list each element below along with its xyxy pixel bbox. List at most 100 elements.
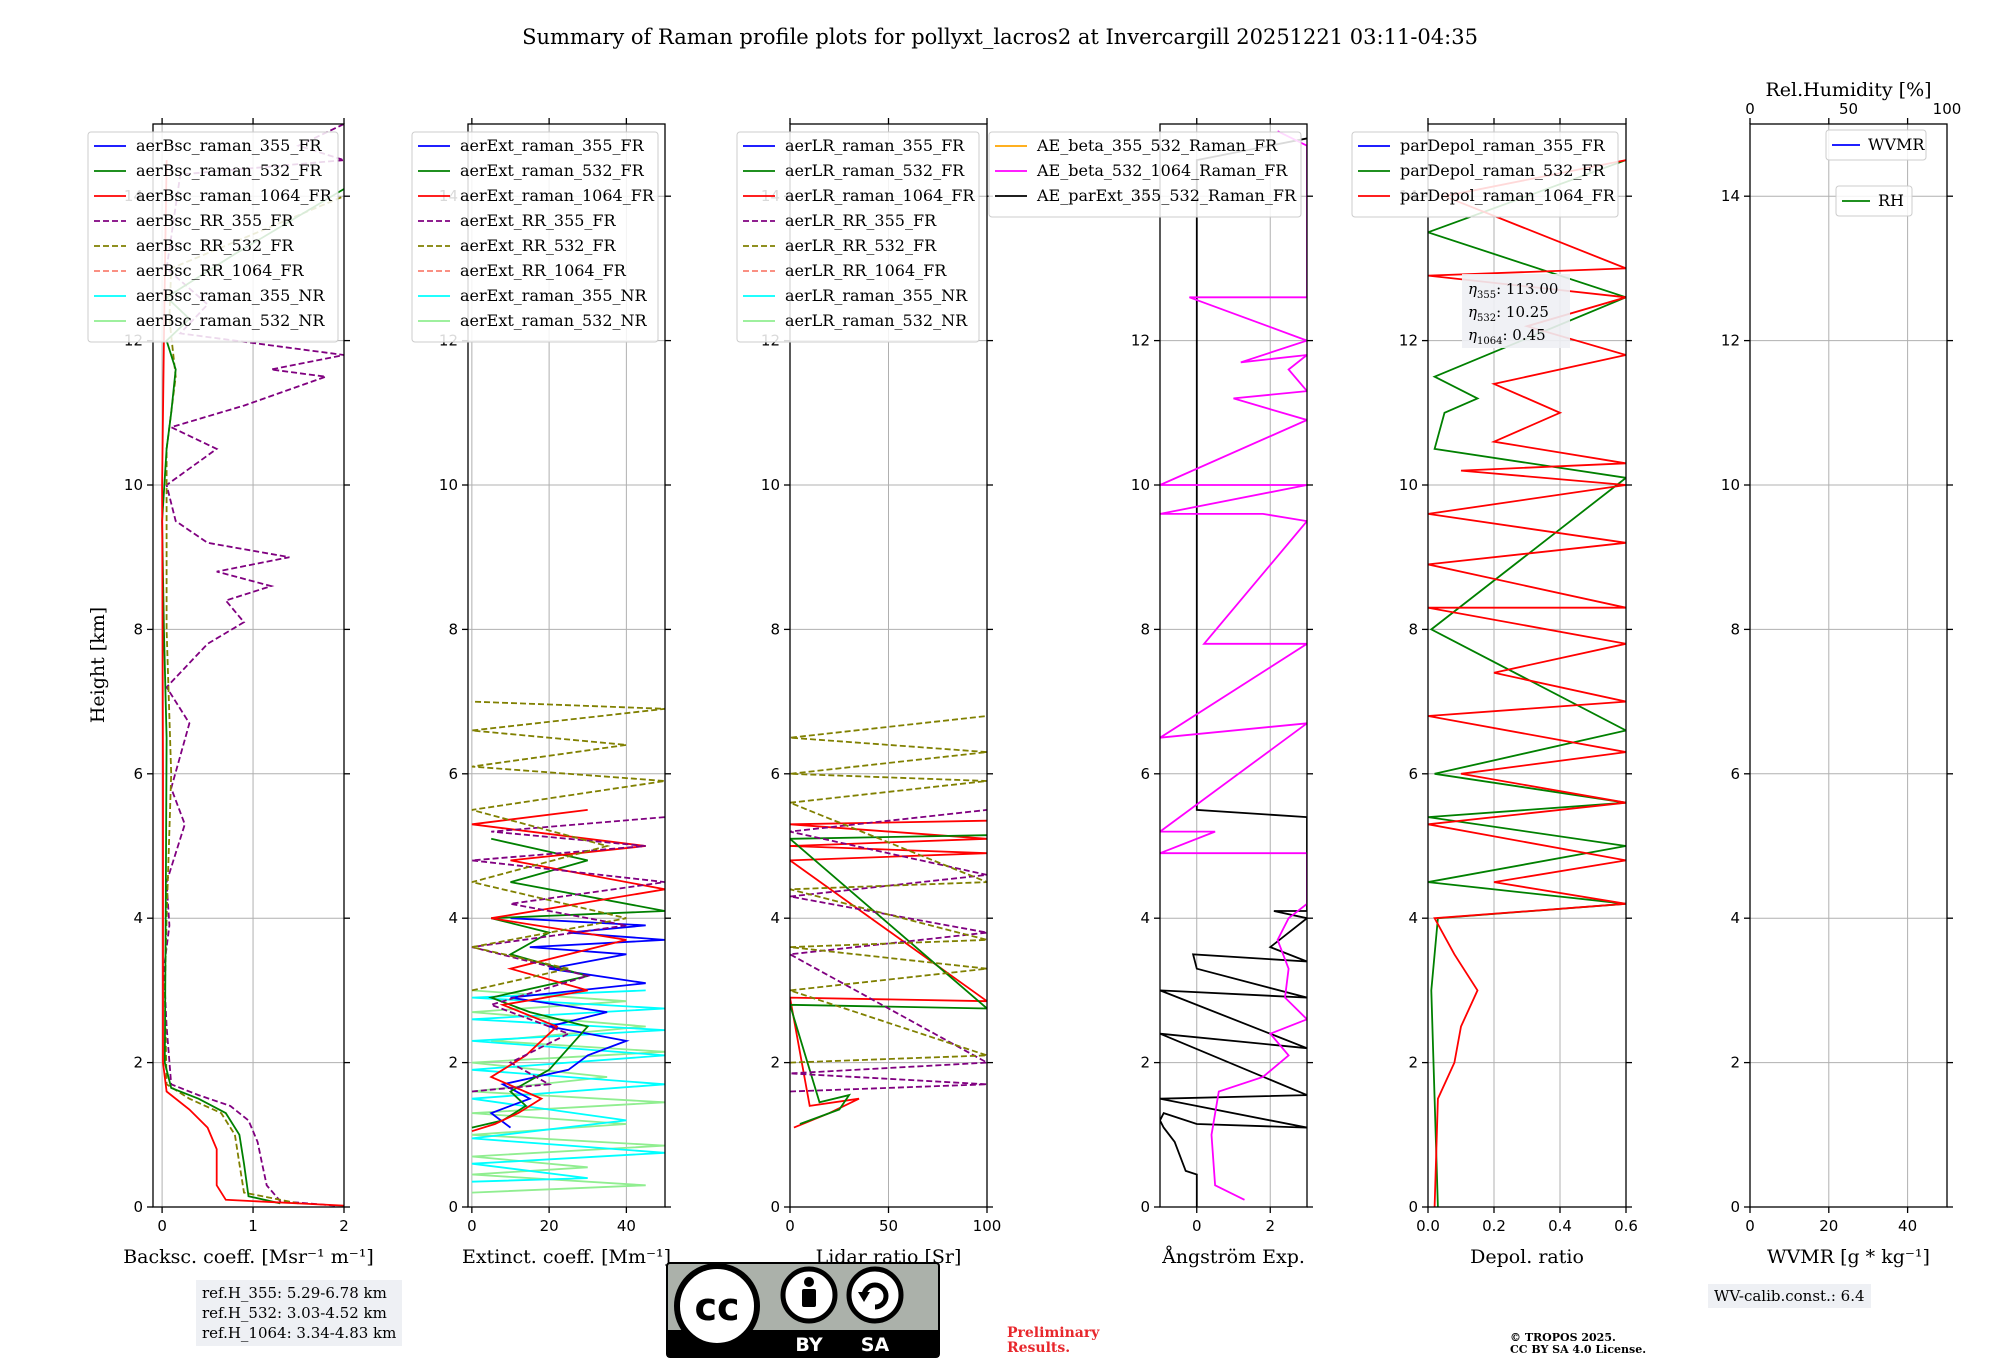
y-tick-label: 6 — [448, 765, 458, 783]
eta-532: η532: 10.25 — [1468, 303, 1549, 324]
legend-label: aerLR_RR_532_FR — [785, 236, 937, 255]
y-tick-label: 4 — [1140, 909, 1150, 927]
top-tick-label: 0 — [1745, 100, 1755, 118]
y-tick-label: 2 — [770, 1054, 780, 1072]
series-aerBsc_RR_532_FR — [163, 195, 344, 1205]
series-aerExt_raman_532_FR — [471, 837, 665, 1129]
legend-label: aerExt_raman_532_FR — [460, 161, 645, 180]
y-tick-label: 8 — [770, 620, 780, 638]
legend-label: aerBsc_raman_532_NR — [136, 311, 325, 330]
y-axis-label: Height [km] — [87, 607, 109, 723]
legend-label: aerBsc_RR_355_FR — [136, 211, 294, 230]
y-tick-label: 0 — [1408, 1198, 1418, 1216]
license-sa: SA — [861, 1334, 890, 1356]
legend-box — [411, 131, 659, 343]
legend-label: aerExt_RR_355_FR — [460, 211, 617, 230]
axes-frame — [1749, 123, 1948, 1208]
legend-box — [87, 131, 339, 343]
legend-label: WVMR — [1868, 135, 1925, 154]
x-tick-label: 0.6 — [1614, 1217, 1638, 1235]
series-aerExt_raman_355_NR — [471, 989, 665, 1183]
y-tick-label: 8 — [133, 620, 143, 638]
legend-label: aerLR_RR_355_FR — [785, 211, 937, 230]
y-tick-label: 8 — [1730, 620, 1740, 638]
series-aerBsc_raman_1064_FR — [161, 160, 344, 1207]
preliminary-line-2: Results. — [1007, 1340, 1071, 1356]
x-tick-label: 2 — [1265, 1217, 1275, 1235]
y-tick-label: 0 — [1140, 1198, 1150, 1216]
x-tick-label: 0 — [1192, 1217, 1202, 1235]
axes-frame — [152, 123, 345, 1208]
panel-angstrom: 0246810121402Ångström Exp.AE_beta_355_53… — [988, 118, 1313, 1268]
y-tick-label: 10 — [439, 476, 458, 494]
legend-label: aerLR_raman_355_FR — [785, 136, 965, 155]
legend-label: aerExt_raman_355_FR — [460, 136, 645, 155]
y-tick-label: 12 — [1399, 332, 1418, 350]
y-tick-label: 0 — [770, 1198, 780, 1216]
legend-label: aerLR_raman_532_NR — [785, 311, 968, 330]
legend-box — [736, 131, 980, 343]
panel-lidarratio: 02468101214050100Lidar ratio [Sr]aerLR_r… — [736, 118, 1001, 1268]
y-tick-label: 12 — [1131, 332, 1150, 350]
legend-label: aerLR_raman_532_FR — [785, 161, 965, 180]
series-AE_beta_532_1064_Raman_FR — [1160, 130, 1307, 1201]
legend-label: RH — [1878, 191, 1904, 210]
eta-355: η355: 113.00 — [1468, 280, 1558, 301]
x-axis-label: Backsc. coeff. [Msr⁻¹ m⁻¹] — [123, 1246, 374, 1268]
eta-box — [1462, 274, 1570, 348]
figure-title: Summary of Raman profile plots for polly… — [522, 25, 1478, 49]
copyright-note: © TROPOS 2025. CC BY SA 4.0 License. — [1510, 1332, 1646, 1356]
top-tick-label: 100 — [1933, 100, 1962, 118]
x-tick-label: 2 — [339, 1217, 349, 1235]
y-tick-label: 6 — [1140, 765, 1150, 783]
legend-box — [1351, 131, 1619, 218]
y-tick-label: 10 — [761, 476, 780, 494]
top-axis-label: Rel.Humidity [%] — [1765, 79, 1931, 101]
x-tick-label: 0 — [1745, 1217, 1755, 1235]
legend-label: aerLR_RR_1064_FR — [785, 261, 947, 280]
x-tick-label: 50 — [879, 1217, 898, 1235]
x-tick-label: 40 — [617, 1217, 636, 1235]
series-aerExt_RR_355_FR — [471, 816, 665, 1093]
series-group — [471, 700, 665, 1194]
y-tick-label: 14 — [1721, 187, 1740, 205]
svg-text:cc: cc — [694, 1285, 739, 1329]
y-tick-label: 4 — [1408, 909, 1418, 927]
series-parDepol_raman_1064_FR — [1428, 159, 1626, 1207]
panels: 02468101214012Backsc. coeff. [Msr⁻¹ m⁻¹]… — [87, 79, 1962, 1268]
legend-label: aerBsc_raman_532_FR — [136, 161, 322, 180]
axes-frame — [1427, 123, 1627, 1208]
legend-label: aerBsc_raman_1064_FR — [136, 186, 333, 205]
copyright-line-2: CC BY SA 4.0 License. — [1510, 1343, 1647, 1356]
series-aerExt_raman_1064_FR — [471, 809, 665, 1133]
axes-frame — [1159, 123, 1308, 1208]
x-axis-label: Ångström Exp. — [1161, 1246, 1305, 1268]
series-aerExt_raman_355_FR — [489, 917, 665, 1129]
axes-frame — [467, 123, 666, 1208]
y-tick-label: 2 — [1140, 1054, 1150, 1072]
y-tick-label: 10 — [1399, 476, 1418, 494]
legend-label: AE_beta_532_1064_Raman_FR — [1036, 161, 1288, 180]
ref-height-1064: ref.H_1064: 3.34-4.83 km — [202, 1324, 397, 1342]
series-aerLR_RR_355_FR — [790, 809, 987, 1093]
legend-label: parDepol_raman_532_FR — [1400, 161, 1606, 180]
legend-label: aerExt_raman_1064_FR — [460, 186, 655, 205]
y-tick-label: 4 — [1730, 909, 1740, 927]
y-tick-label: 2 — [133, 1054, 143, 1072]
x-tick-label: 20 — [1819, 1217, 1838, 1235]
y-tick-label: 6 — [770, 765, 780, 783]
y-tick-label: 4 — [770, 909, 780, 927]
series-aerExt_raman_532_NR — [471, 989, 665, 1194]
y-tick-label: 6 — [1730, 765, 1740, 783]
x-axis-label: Depol. ratio — [1470, 1246, 1584, 1268]
eta-1064: η1064: 0.45 — [1468, 326, 1546, 347]
y-tick-label: 0 — [448, 1198, 458, 1216]
x-tick-label: 0.4 — [1548, 1217, 1572, 1235]
x-tick-label: 1 — [248, 1217, 258, 1235]
y-tick-label: 8 — [448, 620, 458, 638]
legend-label: aerExt_raman_532_NR — [460, 311, 648, 330]
legend-label: aerLR_raman_355_NR — [785, 286, 968, 305]
y-tick-label: 10 — [1721, 476, 1740, 494]
